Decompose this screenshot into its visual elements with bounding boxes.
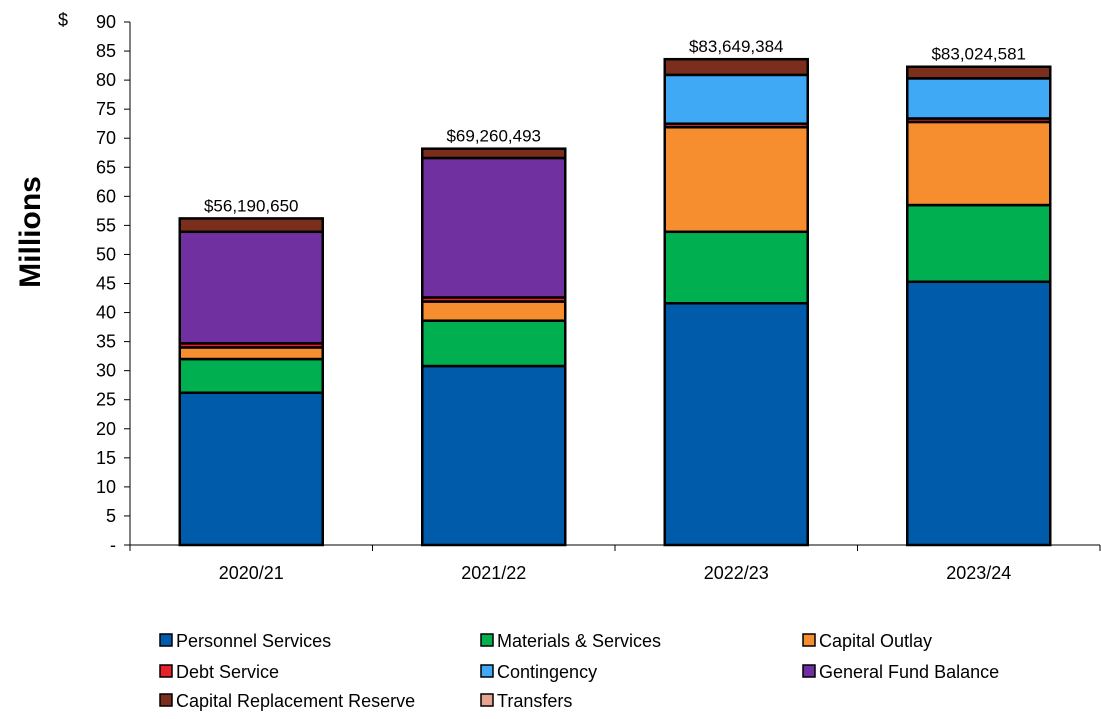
legend-entry: General Fund Balance — [819, 662, 999, 682]
y-tick-label: 15 — [96, 448, 116, 468]
legend-swatch — [802, 664, 816, 678]
x-tick-label: 2021/22 — [461, 563, 526, 583]
total-label: $83,024,581 — [931, 45, 1026, 64]
y-tick-label: 85 — [96, 41, 116, 61]
bar-segment — [663, 57, 809, 77]
legend-entry: Contingency — [497, 662, 597, 682]
x-tick-label: 2023/24 — [946, 563, 1011, 583]
y-axis: - 5 10 15 20 25 30 35 40 45 50 55 60 65 70 75 80 85 90 — [96, 12, 131, 555]
y-tick-label: 50 — [96, 244, 116, 264]
bar-segment — [906, 203, 1052, 284]
bar-segment — [906, 77, 1052, 120]
bar-segment — [421, 300, 567, 322]
bar-segment — [906, 280, 1052, 547]
legend-swatch — [480, 664, 494, 678]
bars — [178, 57, 1052, 547]
y-tick-label: 80 — [96, 70, 116, 90]
legend-entry: Materials & Services — [497, 631, 661, 651]
bar-segment — [421, 364, 567, 547]
bar-segment — [906, 65, 1052, 80]
bar-segment — [178, 357, 324, 394]
y-tick-label: 35 — [96, 332, 116, 352]
legend-entry: Capital Replacement Reserve — [176, 691, 415, 711]
legend-swatch — [159, 693, 173, 707]
bar-segment — [663, 125, 809, 234]
y-tick-label: 90 — [96, 12, 116, 32]
y-tick-label: 10 — [96, 477, 116, 497]
bar-segment — [421, 319, 567, 368]
legend-swatch — [480, 633, 494, 647]
legend: Personnel Services Materials & Services Ca… — [159, 631, 999, 711]
legend-entry: Debt Service — [176, 662, 279, 682]
y-tick-label: 25 — [96, 390, 116, 410]
y-tick-label: 5 — [106, 506, 116, 526]
bar-segment — [178, 230, 324, 345]
total-label: $83,649,384 — [689, 37, 784, 56]
y-tick-label: 65 — [96, 157, 116, 177]
y-tick-label: 40 — [96, 303, 116, 323]
y-tick-label: 45 — [96, 274, 116, 294]
legend-swatch — [159, 633, 173, 647]
y-tick-label: 55 — [96, 215, 116, 235]
total-labels: $56,190,650 $69,260,493 $83,649,384 $83,024… — [204, 37, 1026, 215]
legend-entry: Personnel Services — [176, 631, 331, 651]
bar-segment — [421, 156, 567, 299]
bar-segment — [906, 120, 1052, 207]
legend-swatch — [159, 664, 173, 678]
bar-segment — [663, 73, 809, 125]
y-axis-unit-label: $ — [58, 10, 68, 30]
x-tick-label: 2020/21 — [219, 563, 284, 583]
bar-segment — [421, 147, 567, 160]
y-tick-label: - — [110, 535, 116, 555]
legend-swatch — [480, 693, 494, 707]
bar-segment — [663, 230, 809, 305]
y-tick-label: 60 — [96, 186, 116, 206]
bar-segment — [178, 346, 324, 361]
total-label: $56,190,650 — [204, 196, 299, 215]
legend-entry: Capital Outlay — [819, 631, 932, 651]
bar-segment — [663, 302, 809, 547]
y-tick-label: 20 — [96, 419, 116, 439]
legend-entry: Transfers — [497, 691, 572, 711]
bar-segment — [178, 391, 324, 547]
y-tick-label: 30 — [96, 361, 116, 381]
y-axis-label: Millions — [14, 176, 47, 288]
x-axis: 2020/21 2021/22 2022/23 2023/24 — [129, 544, 1101, 583]
legend-swatch — [802, 633, 816, 647]
total-label: $69,260,493 — [446, 127, 541, 146]
bar-segment — [178, 217, 324, 234]
y-tick-label: 70 — [96, 128, 116, 148]
y-tick-label: 75 — [96, 99, 116, 119]
x-tick-label: 2022/23 — [704, 563, 769, 583]
